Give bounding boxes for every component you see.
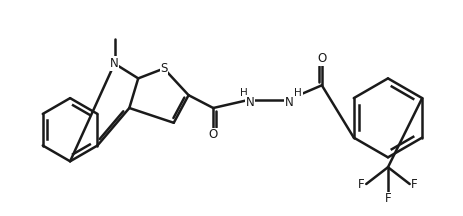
Text: N: N (284, 95, 293, 109)
Text: S: S (160, 62, 167, 75)
Text: N: N (245, 95, 254, 109)
Text: H: H (294, 88, 301, 98)
Text: F: F (410, 178, 417, 191)
Text: O: O (208, 128, 218, 141)
Text: F: F (384, 192, 390, 205)
Text: N: N (110, 57, 119, 70)
Text: H: H (239, 88, 247, 98)
Text: O: O (317, 52, 326, 65)
Text: F: F (357, 178, 364, 191)
